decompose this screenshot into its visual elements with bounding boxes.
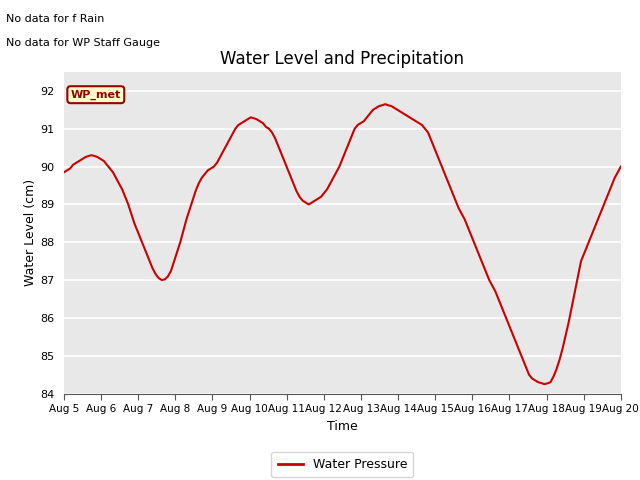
Title: Water Level and Precipitation: Water Level and Precipitation [220, 49, 465, 68]
Text: WP_met: WP_met [70, 90, 121, 100]
Legend: Water Pressure: Water Pressure [271, 452, 413, 478]
Text: No data for WP Staff Gauge: No data for WP Staff Gauge [6, 38, 161, 48]
Y-axis label: Water Level (cm): Water Level (cm) [24, 179, 37, 287]
Text: No data for f Rain: No data for f Rain [6, 14, 105, 24]
X-axis label: Time: Time [327, 420, 358, 432]
